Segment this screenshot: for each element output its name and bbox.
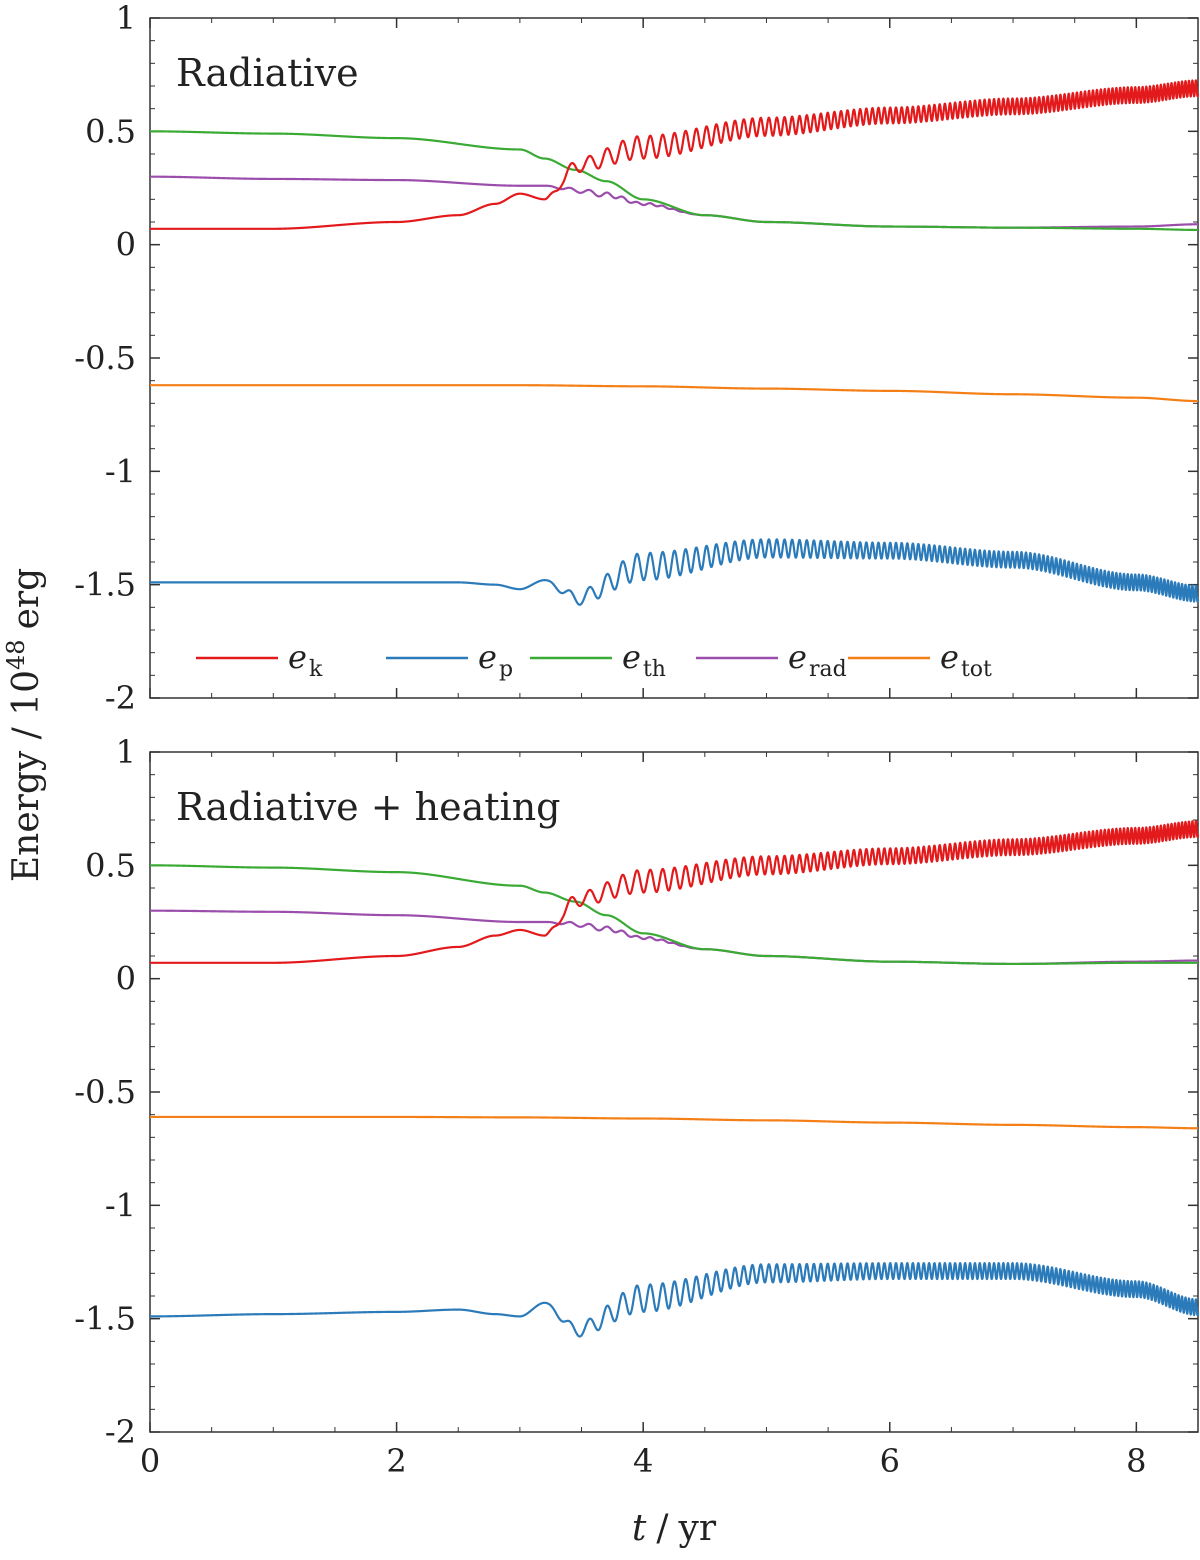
panel-top: 10.50-0.5-1-1.5-2 Radiative ek ep eth erad e… [74,0,1200,717]
legend-base: e [940,638,959,676]
panel-top-title: Radiative [176,51,359,95]
panel-top-frame [149,17,1199,699]
y-tick-label: -2 [105,1413,136,1451]
series-erad [149,909,1199,966]
series-eth [149,130,1199,232]
legend-base: e [478,638,497,676]
x-tick-label: 8 [1126,1442,1146,1480]
y-tick-label: 0 [116,226,136,264]
legend-sub: p [499,657,513,682]
y-axis-label-main: Energy / 10 [6,670,47,882]
x-axis-label: t / yr [632,1508,717,1549]
y-tick-label: -1 [105,452,136,490]
legend-sub: rad [809,657,847,682]
x-axis-label-unit: yr [678,1508,717,1549]
y-tick-label: 0.5 [85,846,136,884]
series-ek [149,820,1200,964]
y-tick-label: 1 [116,0,136,37]
series-eth [149,864,1199,966]
y-axis-label-unit: erg [6,568,47,630]
y-tick-label: -1.5 [74,566,136,604]
y-tick-label: 0 [116,960,136,998]
y-tick-label: -1.5 [74,1300,136,1338]
legend-base: e [622,638,641,676]
x-tick-label: 2 [386,1442,406,1480]
panel-top-ticks: 1 0.5 0 -0.5 -1 -1.5 -2 [74,0,1199,717]
legend-label-erad: erad [788,638,847,682]
legend-base: e [788,638,807,676]
series-erad [149,175,1199,229]
y-tick-label: -2 [105,679,136,717]
y-axis-label: Energy / 1048 erg [2,568,47,882]
series-ep [149,538,1200,606]
panel-bottom: 10.50-0.5-1-1.5-20 2 4 6 8 Radiative + heati… [74,733,1200,1480]
panel-bottom-series [149,820,1200,1338]
y-axis-label-exponent: 48 [2,639,30,670]
legend-base: e [288,638,307,676]
y-tick-label: -0.5 [74,339,136,377]
y-tick-label: -1 [105,1186,136,1224]
legend-sub: th [643,657,666,682]
y-tick-label: -0.5 [74,1073,136,1111]
legend-sub: k [309,657,323,682]
x-tick-label: 4 [633,1442,653,1480]
panel-bottom-title: Radiative + heating [176,785,561,829]
legend-sub: tot [961,657,992,682]
legend: ek ep eth erad etot [196,638,992,682]
series-etot [149,384,1199,403]
legend-label-eth: eth [622,638,666,682]
legend-label-ek: ek [288,638,323,682]
panel-bottom-ticks: 10.50-0.5-1-1.5-20 2 4 6 8 [74,733,1199,1480]
legend-label-etot: etot [940,638,992,682]
x-tick-label: 0 [140,1442,160,1480]
x-tick-label: 6 [880,1442,900,1480]
x-axis-label-sep: / [656,1508,669,1549]
x-axis-label-var: t [632,1508,647,1549]
y-tick-label: 0.5 [85,112,136,150]
y-tick-label: 1 [116,733,136,771]
series-ep [149,1262,1200,1338]
panel-top-series [149,79,1200,606]
legend-label-ep: ep [478,638,513,682]
series-etot [149,1115,1199,1130]
series-ek [149,79,1200,230]
